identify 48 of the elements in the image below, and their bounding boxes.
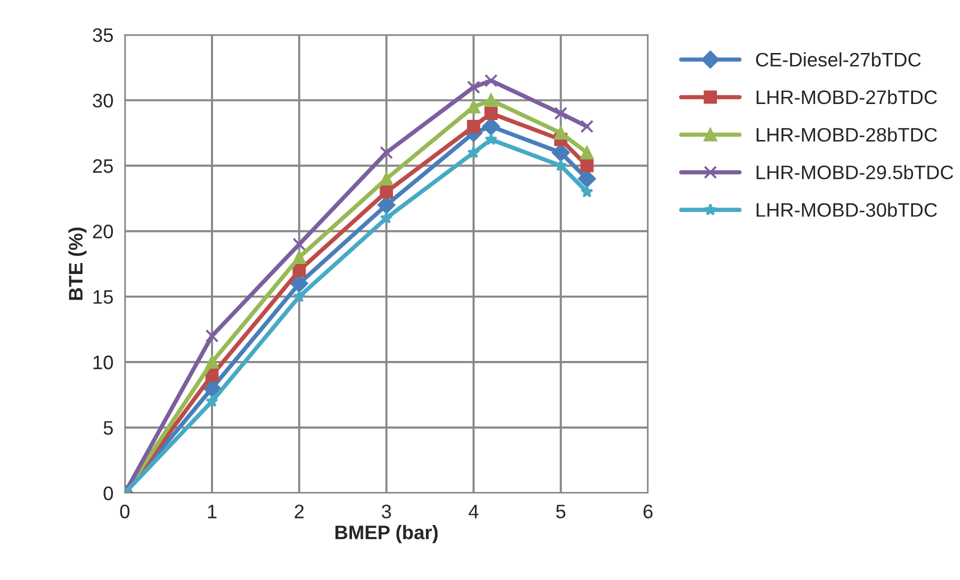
point (484, 74, 498, 88)
x-tick-label: 6 (644, 504, 653, 518)
x-tick-label: 4 (468, 504, 478, 518)
point (467, 146, 480, 158)
x-tick-label: 2 (294, 504, 304, 518)
y-tick-label: 20 (93, 224, 113, 238)
point (292, 250, 306, 264)
point (380, 185, 393, 198)
point (484, 132, 498, 146)
point (205, 355, 219, 369)
point (205, 368, 219, 382)
x-tick-label: 1 (208, 504, 216, 518)
y-tick-label: 5 (104, 421, 113, 435)
y-tick-label: 15 (94, 290, 113, 304)
point (467, 120, 480, 134)
point (580, 120, 594, 134)
point (467, 100, 480, 114)
legend-label: LHR-MOBD-27bTDC (756, 90, 937, 104)
legend-label: LHR-MOBD-28bTDC (756, 127, 937, 142)
legend-label: LHR-MOBD-29.5bTDC (756, 165, 954, 180)
point (380, 211, 393, 224)
legend-label: LHR-MOBD-30bTDC (756, 202, 937, 217)
point (380, 146, 393, 160)
x-tick-label: 5 (556, 504, 566, 518)
x-axis-title: BMEP (bar) (335, 525, 438, 544)
point (380, 172, 393, 186)
point (580, 159, 594, 172)
point (554, 126, 568, 140)
point (580, 185, 594, 198)
point (484, 94, 498, 107)
point (554, 106, 568, 120)
point (484, 106, 498, 120)
point (292, 264, 306, 278)
y-tick-label: 25 (93, 159, 113, 173)
x-tick-label: 0 (120, 504, 130, 518)
point (292, 290, 306, 302)
y-tick-label: 10 (94, 356, 113, 370)
point (206, 394, 218, 407)
x-tick-label: 3 (382, 504, 391, 518)
y-tick-label: 30 (92, 94, 113, 108)
point (580, 146, 594, 160)
legend-label: CE-Diesel-27bTDC (756, 52, 921, 67)
point (292, 238, 306, 251)
y-axis-title: BTE (%) (68, 228, 87, 300)
y-tick-label: 35 (92, 28, 113, 42)
y-tick-label: 0 (104, 486, 113, 500)
point (205, 329, 219, 343)
point (467, 80, 480, 94)
